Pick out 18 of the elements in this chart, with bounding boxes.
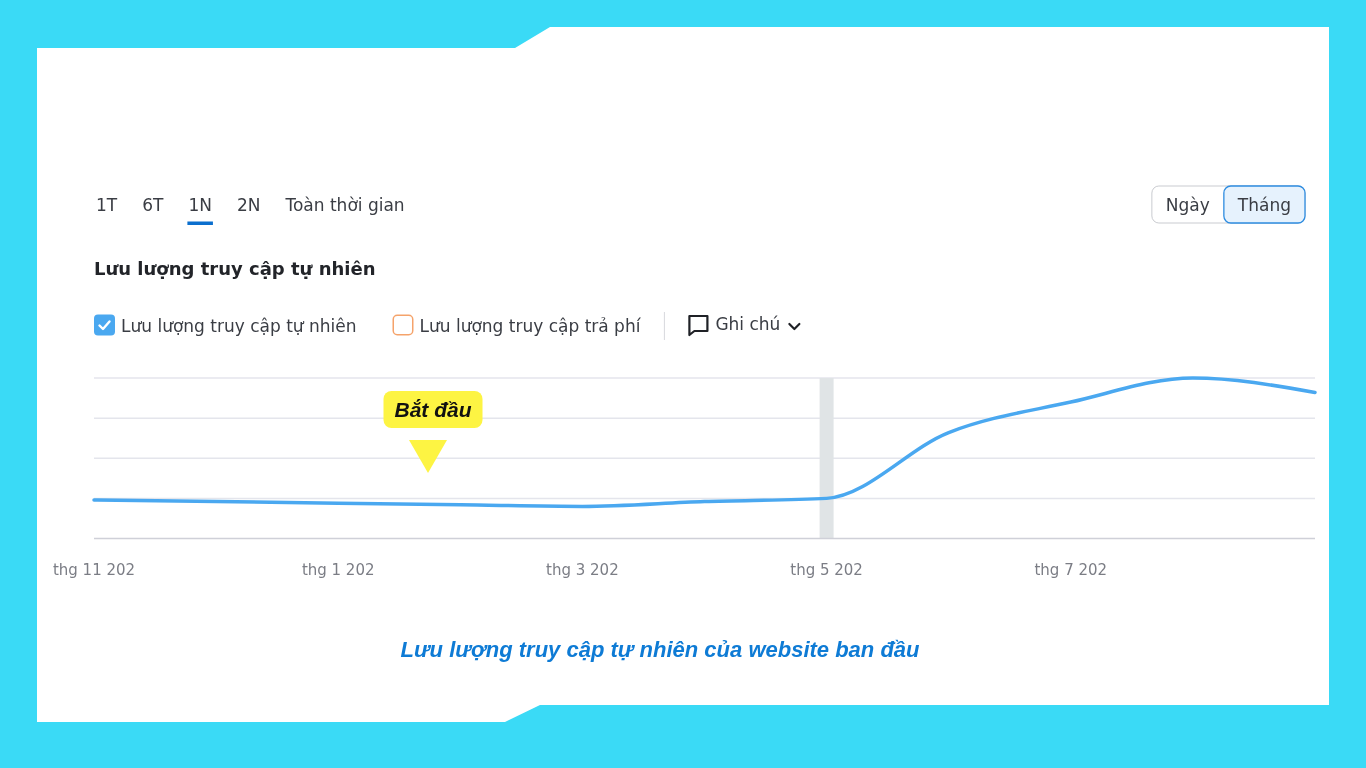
text: 1T <box>96 195 118 215</box>
text: Lưu lượng truy cập tự nhiên của website ban đầu <box>400 637 921 662</box>
text: Toàn thời gian <box>284 195 405 215</box>
annotation: Bắt đầu <box>394 398 472 421</box>
x-tick-label: thg 5 202 <box>790 561 863 579</box>
text: 1N <box>188 195 212 215</box>
text: 2N <box>236 195 261 215</box>
x-tick-label: thg 3 202 <box>546 561 619 579</box>
text: 6T <box>142 195 165 215</box>
x-tick-label: thg 1 202 <box>301 561 375 579</box>
text: Ngày <box>1165 195 1210 215</box>
x-tick-label: thg 11 202 <box>52 561 136 579</box>
legend-label: Lưu lượng truy cập tự nhiên <box>121 315 357 336</box>
chart-title: Lưu lượng truy cập tự nhiên <box>94 258 376 279</box>
text: Ghi chú <box>715 314 781 334</box>
legend-label: Lưu lượng truy cập trả phí <box>419 315 642 336</box>
x-tick-label: thg 7 202 <box>1034 561 1108 579</box>
text: Tháng <box>1236 195 1292 215</box>
